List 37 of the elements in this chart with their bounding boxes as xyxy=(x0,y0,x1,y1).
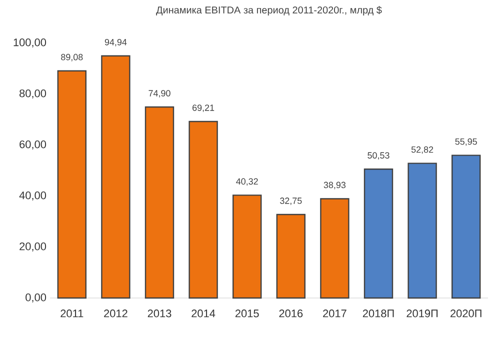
y-tick-label: 40,00 xyxy=(19,191,46,201)
data-label: 55,95 xyxy=(455,138,477,146)
y-tick-label: 0,00 xyxy=(26,293,46,303)
x-tick-label: 2011 xyxy=(60,310,84,318)
y-tick-label: 80,00 xyxy=(20,89,46,99)
bar xyxy=(276,214,306,299)
x-tick-label: 2019П xyxy=(406,310,438,318)
bar xyxy=(364,168,394,299)
data-label: 50,53 xyxy=(368,152,390,160)
data-label: 40,32 xyxy=(236,178,258,186)
x-tick-label: 2014 xyxy=(192,310,216,318)
bar xyxy=(408,162,437,299)
bar xyxy=(232,194,262,299)
data-label: 32,75 xyxy=(280,198,302,205)
x-tick-label: 2015 xyxy=(235,310,259,318)
y-tick-label: 60,00 xyxy=(20,140,46,150)
x-tick-label: 2020П xyxy=(450,310,482,318)
x-tick-label: 2012 xyxy=(104,310,128,318)
bar xyxy=(452,154,481,299)
x-tick-label: 2017 xyxy=(323,310,346,318)
data-label: 89,08 xyxy=(61,54,83,62)
x-tick-label: 2016 xyxy=(279,310,303,318)
x-tick-label: 2018П xyxy=(362,310,394,318)
data-label: 74,90 xyxy=(148,90,170,98)
x-tick-label: 2013 xyxy=(148,310,172,318)
data-label: 69,21 xyxy=(192,104,214,112)
data-label: 94,94 xyxy=(104,38,127,46)
data-label: 52,82 xyxy=(411,146,434,154)
bar xyxy=(320,198,350,299)
bar xyxy=(144,106,174,299)
data-label: 38,93 xyxy=(324,182,346,190)
bar xyxy=(101,55,130,299)
bar xyxy=(188,120,218,299)
bar xyxy=(57,70,87,299)
y-tick-label: 20,00 xyxy=(20,242,46,252)
chart-title: Динамика EBITDA за период 2011-2020г., млрд $ xyxy=(156,6,382,16)
y-tick-label: 100,00 xyxy=(14,38,46,48)
